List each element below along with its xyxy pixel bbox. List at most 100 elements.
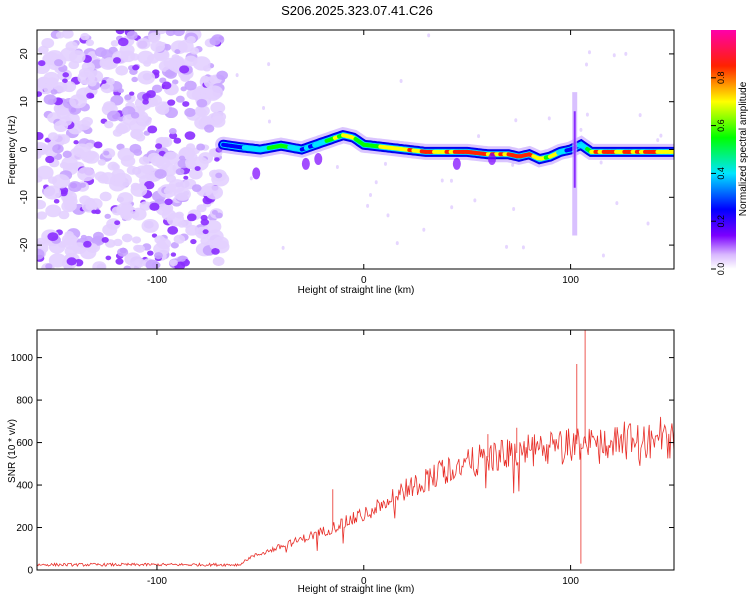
noise-blob [115, 65, 129, 76]
noise-blob [43, 185, 62, 200]
colorbar-scale [711, 30, 736, 269]
noise-blob [215, 172, 223, 179]
noise-blob [267, 62, 271, 67]
noise-blob [110, 40, 119, 47]
noise-blob [73, 140, 79, 145]
noise-blob [159, 77, 167, 84]
noise-blob [170, 252, 177, 257]
noise-blob [154, 252, 163, 260]
noise-blob [624, 51, 628, 56]
snr-x-label: Height of straight line (km) [298, 584, 415, 595]
noise-blob [168, 128, 177, 135]
noise-blob [137, 70, 156, 85]
snr-series-line [37, 330, 674, 568]
noise-blob [38, 60, 46, 67]
colorbar-tick-label: 0.8 [716, 72, 726, 85]
noise-blob [47, 132, 59, 141]
noise-blob [262, 105, 266, 110]
noise-blob [169, 259, 178, 267]
noise-blob [52, 144, 64, 154]
noise-blob [150, 40, 165, 53]
noise-blob [104, 120, 114, 129]
noise-blob [615, 201, 619, 206]
noise-blob [115, 123, 129, 135]
noise-blob [99, 191, 112, 202]
noise-blob [646, 221, 650, 226]
x-tick-label: 100 [562, 275, 579, 286]
noise-blob [50, 89, 58, 95]
noise-blob [130, 183, 148, 197]
noise-blob [150, 155, 165, 167]
noise-blob [521, 245, 525, 250]
noise-blob [47, 232, 59, 241]
spectrogram-x-axis: -100 0 100 [147, 30, 579, 286]
noise-blob [638, 113, 642, 118]
noise-blob [174, 49, 181, 54]
noise-blob [335, 165, 339, 170]
noise-blob [85, 39, 95, 47]
ridge-dip [452, 157, 461, 170]
noise-blob [121, 233, 133, 243]
noise-blob [83, 240, 92, 248]
y-tick-label: 400 [16, 481, 33, 492]
noise-blob [66, 257, 77, 266]
noise-blob [130, 211, 140, 219]
noise-blob [77, 166, 96, 182]
noise-blob [235, 73, 239, 78]
noise-blob [129, 261, 142, 269]
noise-blob [174, 187, 191, 201]
noise-blob [202, 229, 209, 235]
noise-blob [166, 212, 185, 227]
noise-blob [374, 180, 378, 185]
ridge-dip [314, 153, 323, 166]
noise-blob [200, 218, 210, 226]
noise-blob [211, 247, 220, 255]
noise-blob [37, 142, 49, 156]
noise-blob [101, 237, 109, 243]
y-tick-label: 20 [19, 48, 30, 60]
spectrogram-x-label: Height of straight line (km) [298, 285, 415, 296]
noise-blob [205, 85, 224, 100]
noise-blob [37, 199, 47, 210]
y-tick-label: 800 [16, 396, 33, 407]
noise-blob [54, 59, 64, 67]
noise-blob [191, 184, 202, 193]
noise-blob [61, 30, 74, 39]
y-tick-label: 10 [19, 96, 30, 108]
noise-blob [585, 62, 589, 67]
noise-blob [505, 244, 509, 249]
noise-blob [601, 253, 605, 258]
noise-blob [473, 198, 477, 203]
noise-blob [137, 105, 146, 113]
noise-blob [184, 55, 198, 67]
noise-blob [151, 233, 158, 238]
noise-blob [142, 99, 149, 105]
noise-blob [151, 84, 163, 94]
noise-blob [141, 219, 159, 233]
noise-blob [395, 241, 399, 246]
noise-blob [547, 116, 551, 121]
x-tick-label: -100 [147, 576, 167, 587]
noise-blob [514, 118, 518, 123]
noise-blob [78, 67, 91, 78]
noise-blob [68, 60, 80, 70]
noise-blob [156, 30, 167, 35]
noise-blob [71, 242, 87, 255]
y-tick-label: -10 [19, 190, 30, 205]
noise-blob [146, 90, 156, 99]
noise-blob [212, 256, 225, 267]
colorbar-ticks: 0.0 0.2 0.4 0.6 0.8 [711, 72, 726, 275]
noise-blob [124, 94, 132, 101]
noise-blob [200, 237, 210, 245]
noise-blob [131, 76, 138, 83]
noise-blob [53, 81, 68, 93]
noise-blob [132, 64, 140, 71]
snr-y-axis: 0 200 400 600 800 1000 [11, 353, 674, 577]
y-tick-label: 600 [16, 438, 33, 449]
noise-blob [93, 231, 104, 241]
x-tick-label: -100 [147, 275, 167, 286]
noise-blob [129, 91, 135, 96]
noise-blob [196, 98, 208, 108]
noise-blob [45, 263, 53, 269]
snr-plot-area [37, 330, 674, 570]
